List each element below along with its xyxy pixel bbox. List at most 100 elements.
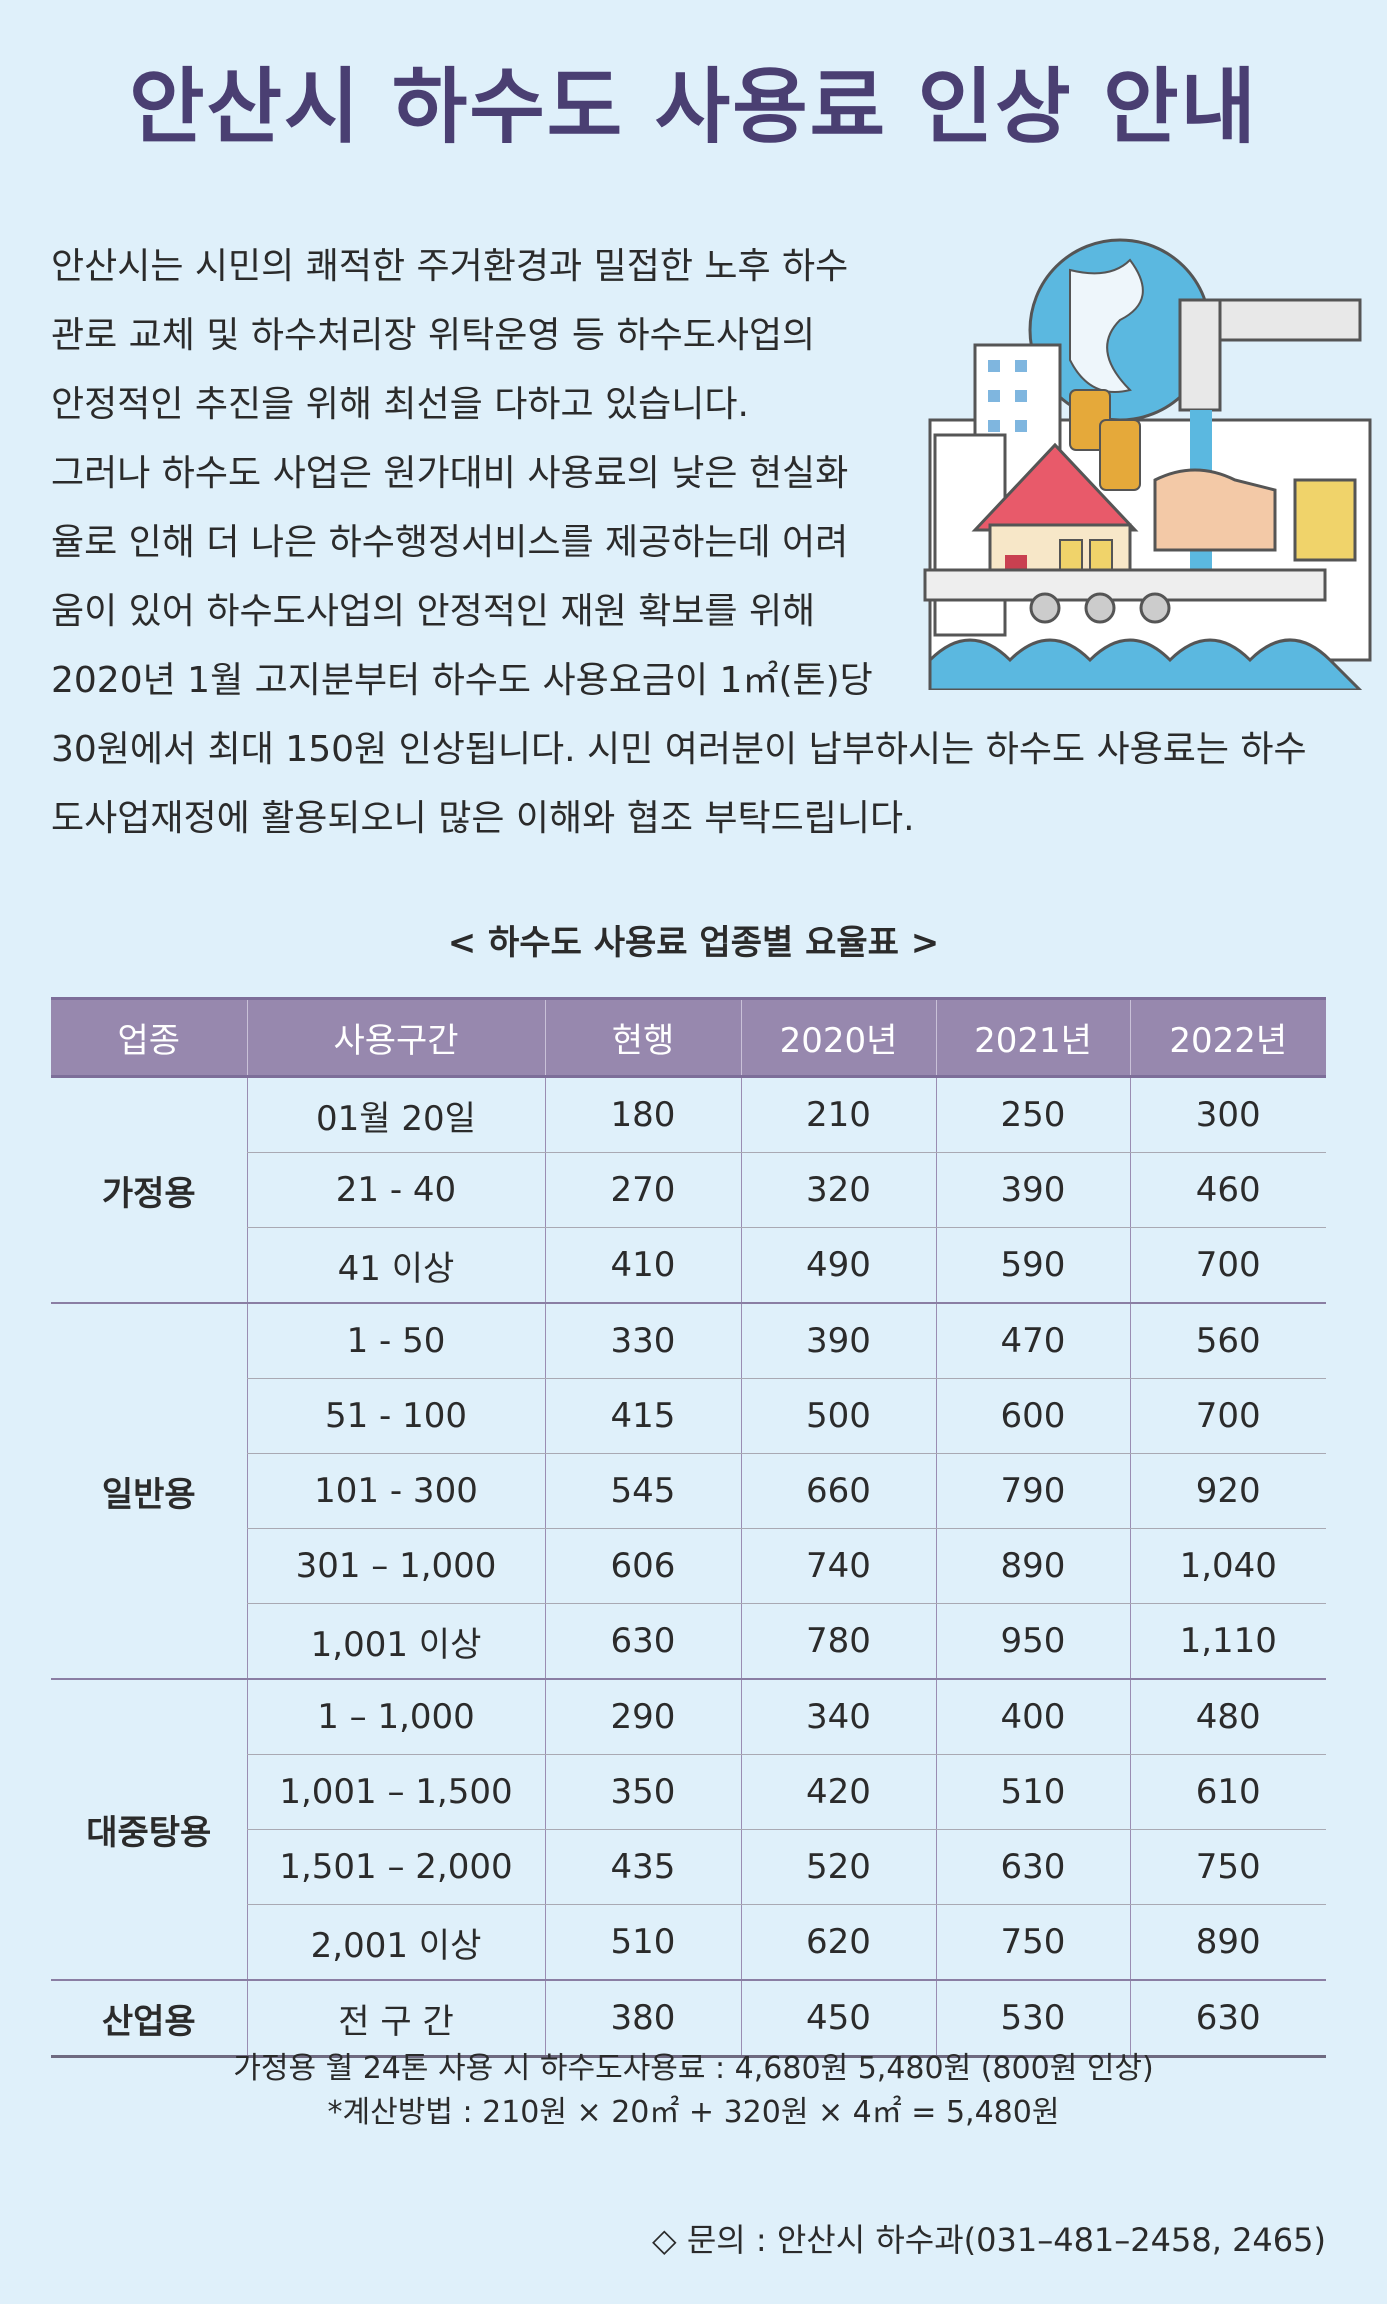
table-cell: 450 <box>740 1980 936 2058</box>
table-cell: 320 <box>740 1152 936 1228</box>
intro-line: 움이 있어 하수도사업의 안정적인 재원 확보를 위해 <box>51 591 816 632</box>
table-cell: 700 <box>1129 1378 1326 1454</box>
table-cell: 435 <box>544 1829 741 1905</box>
table-cell: 101 - 300 <box>246 1453 545 1529</box>
table-cell: 340 <box>740 1679 936 1755</box>
table-row: 1,501 – 2,000 435 520 630 750 <box>51 1829 1326 1905</box>
table-cell: 920 <box>1129 1453 1326 1529</box>
table-cell: 700 <box>1129 1227 1326 1304</box>
table-cell: 950 <box>935 1603 1130 1680</box>
header-cell: 2020년 <box>740 997 936 1078</box>
header-row: 업종 사용구간 현행 2020년 2021년 2022년 <box>51 997 1326 1078</box>
title: 안산시 하수도 사용료 인상 안내 <box>129 60 1258 155</box>
table-cell: 630 <box>935 1829 1130 1905</box>
table-caption: < 하수도 사용료 업종별 요율표 > <box>447 923 940 963</box>
table-cell: 545 <box>544 1453 741 1529</box>
table-cell: 1,110 <box>1129 1603 1326 1680</box>
table-cell: 780 <box>740 1603 936 1680</box>
group-cell: 대중탕용 <box>51 1679 247 1981</box>
table-row: 산업용 전 구 간 380 450 530 630 <box>51 1980 1326 2058</box>
table-cell: 전 구 간 <box>246 1980 545 2058</box>
table-cell: 620 <box>740 1904 936 1981</box>
table-row: 101 - 300 545 660 790 920 <box>51 1453 1326 1529</box>
table-cell: 1,040 <box>1129 1528 1326 1604</box>
table-cell: 510 <box>544 1904 741 1981</box>
intro-line: 30원에서 최대 150원 인상됩니다. 시민 여러분이 납부하시는 하수도 사… <box>51 729 1307 770</box>
intro-line: 그러나 하수도 사업은 원가대비 사용료의 낮은 현실화 <box>51 453 849 494</box>
intro-line: 안산시는 시민의 쾌적한 주거환경과 밀접한 노후 하수 <box>51 246 849 287</box>
header-cell: 사용구간 <box>246 997 545 1078</box>
table-cell: 270 <box>544 1152 741 1228</box>
table-cell: 600 <box>935 1378 1130 1454</box>
table-row: 대중탕용 1 – 1,000 290 340 400 480 <box>51 1679 1326 1981</box>
table-cell: 1,001 – 1,500 <box>246 1754 545 1830</box>
table-cell: 790 <box>935 1453 1130 1529</box>
illustration <box>923 238 1372 690</box>
table-row: 1,001 이상 630 780 950 1,110 <box>51 1603 1326 1680</box>
intro-line: 2020년 1월 고지분부터 하수도 사용요금이 1㎡(톤)당 <box>51 660 873 701</box>
table-cell: 890 <box>935 1528 1130 1604</box>
intro-line: 안정적인 추진을 위해 최선을 다하고 있습니다. <box>51 384 749 425</box>
table-cell: 630 <box>544 1603 741 1680</box>
table-row: 301 – 1,000 606 740 890 1,040 <box>51 1528 1326 1604</box>
table-row: 일반용 1 - 50 330 390 470 560 <box>51 1303 1326 1680</box>
table-cell: 390 <box>740 1303 936 1379</box>
table-cell: 500 <box>740 1378 936 1454</box>
table-cell: 380 <box>544 1980 741 2058</box>
table-cell: 890 <box>1129 1904 1326 1981</box>
table-cell: 610 <box>1129 1754 1326 1830</box>
table-cell: 400 <box>935 1679 1130 1755</box>
header-cell: 현행 <box>544 997 741 1078</box>
table-row: 1,001 – 1,500 350 420 510 610 <box>51 1754 1326 1830</box>
note-line: *계산방법 : 210원 × 20㎡ + 320원 × 4㎡ = 5,480원 <box>327 2095 1060 2130</box>
table-cell: 01월 20일 <box>246 1076 545 1153</box>
table-cell: 1 - 50 <box>246 1303 545 1379</box>
table-cell: 1,501 – 2,000 <box>246 1829 545 1905</box>
table-cell: 510 <box>935 1754 1130 1830</box>
table-cell: 350 <box>544 1754 741 1830</box>
table-row: 51 - 100 415 500 600 700 <box>51 1378 1326 1454</box>
note-line: 가정용 월 24톤 사용 시 하수도사용료 : 4,680원 5,480원 (8… <box>233 2051 1154 2086</box>
table-cell: 301 – 1,000 <box>246 1528 545 1604</box>
contact: ◇ 문의 : 안산시 하수과(031–481–2458, 2465) <box>652 2221 1326 2259</box>
table-cell: 21 - 40 <box>246 1152 545 1228</box>
table-cell: 530 <box>935 1980 1130 2058</box>
table-cell: 470 <box>935 1303 1130 1379</box>
table-cell: 460 <box>1129 1152 1326 1228</box>
table-cell: 250 <box>935 1076 1130 1153</box>
group-cell: 가정용 <box>51 1076 247 1304</box>
table-body: 가정용 01월 20일 180 210 250 300 21 - 40 270 320 390 46… <box>51 1076 1326 2058</box>
intro-line: 율로 인해 더 나은 하수행정서비스를 제공하는데 어려 <box>51 522 849 563</box>
group-cell: 산업용 <box>51 1980 247 2058</box>
table-cell: 390 <box>935 1152 1130 1228</box>
table-cell: 51 - 100 <box>246 1378 545 1454</box>
table-cell: 180 <box>544 1076 741 1153</box>
table-row: 21 - 40 270 320 390 460 <box>51 1152 1326 1228</box>
table-cell: 740 <box>740 1528 936 1604</box>
table-cell: 490 <box>740 1227 936 1304</box>
table-row: 2,001 이상 510 620 750 890 <box>51 1904 1326 1981</box>
table-cell: 290 <box>544 1679 741 1755</box>
notes: 가정용 월 24톤 사용 시 하수도사용료 : 4,680원 5,480원 (8… <box>0 2047 1387 2135</box>
table-cell: 41 이상 <box>246 1227 545 1304</box>
table-cell: 606 <box>544 1528 741 1604</box>
header-cell: 업종 <box>51 997 247 1078</box>
table-cell: 630 <box>1129 1980 1326 2058</box>
table-row: 41 이상 410 490 590 700 <box>51 1227 1326 1304</box>
header-cell: 2021년 <box>935 997 1130 1078</box>
table-cell: 1 – 1,000 <box>246 1679 545 1755</box>
table-cell: 2,001 이상 <box>246 1904 545 1981</box>
table-cell: 480 <box>1129 1679 1326 1755</box>
table-cell: 660 <box>740 1453 936 1529</box>
table-cell: 1,001 이상 <box>246 1603 545 1680</box>
table-cell: 415 <box>544 1378 741 1454</box>
group-cell: 일반용 <box>51 1303 247 1680</box>
table-cell: 210 <box>740 1076 936 1153</box>
rate-table: 업종 사용구간 현행 2020년 2021년 2022년 가정용 01월 20일 180 210… <box>51 997 1326 2058</box>
table-cell: 300 <box>1129 1076 1326 1153</box>
table-cell: 750 <box>935 1904 1130 1981</box>
intro-line: 관로 교체 및 하수처리장 위탁운영 등 하수도사업의 <box>51 315 816 356</box>
table-row: 가정용 01월 20일 180 210 250 300 <box>51 1076 1326 1304</box>
